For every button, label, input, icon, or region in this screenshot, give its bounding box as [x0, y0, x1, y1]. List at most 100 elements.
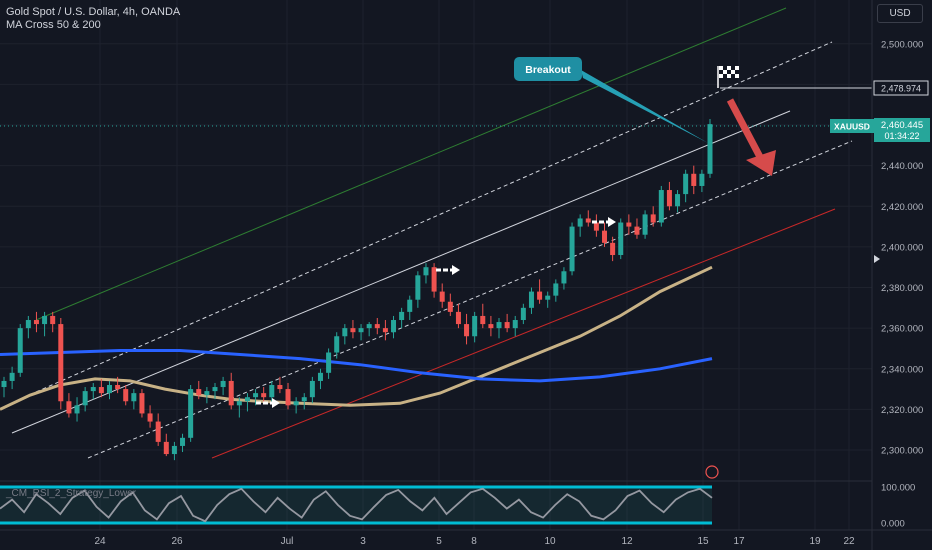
time-tick-label: 17 [733, 536, 745, 547]
candle [342, 328, 348, 337]
flag-cell [723, 66, 727, 70]
candle [512, 320, 518, 329]
candle [431, 267, 437, 292]
time-tick-label: 24 [94, 536, 106, 547]
candle [374, 324, 380, 329]
candle [17, 328, 23, 373]
candle [269, 385, 275, 398]
price-tick-label: 2,380.000 [881, 283, 923, 294]
candle [261, 393, 267, 398]
price-tick-label: 2,360.000 [881, 324, 923, 335]
flag-cell [735, 74, 739, 78]
candle [488, 324, 494, 329]
candle [415, 275, 421, 300]
candle [90, 387, 96, 392]
candle [382, 328, 388, 333]
time-tick-label: 3 [360, 536, 366, 547]
candle [1, 380, 7, 388]
candle [658, 190, 664, 223]
candle [309, 380, 315, 398]
candle [707, 124, 713, 174]
candle [537, 291, 543, 300]
grid [0, 0, 872, 530]
moving-averages [0, 265, 713, 411]
candle [74, 405, 80, 414]
candle [569, 226, 575, 272]
candle [610, 242, 616, 256]
candle [472, 315, 478, 337]
candle [439, 291, 445, 302]
time-tick-label: 22 [843, 536, 855, 547]
candle [115, 385, 121, 390]
price-tick-label: 2,320.000 [881, 405, 923, 416]
candle [82, 391, 88, 406]
price-tick-label: 2,400.000 [881, 242, 923, 253]
candle [220, 380, 226, 388]
scroll-right-icon [874, 255, 880, 263]
rsi-panel [0, 485, 713, 525]
channel-top-dashed [35, 41, 833, 393]
candle [602, 230, 608, 243]
rsi-title: _CM_RSI_2_Strategy_Lower [6, 488, 137, 499]
target-price-text: 2,478.974 [881, 84, 921, 94]
countdown-text: 01:34:22 [884, 131, 919, 141]
channel-bottom-dashed [87, 140, 853, 459]
candle [464, 324, 470, 337]
time-tick-label: 12 [621, 536, 633, 547]
price-tick-label: 2,340.000 [881, 364, 923, 375]
flag-cell [731, 70, 735, 74]
candle [277, 385, 283, 390]
candle [391, 320, 397, 333]
upper-channel-line [35, 7, 787, 321]
candle [106, 385, 112, 394]
candle [528, 291, 534, 308]
candle [366, 324, 372, 329]
symbol-title: Gold Spot / U.S. Dollar, 4h, OANDA [6, 6, 181, 18]
price-tick-label: 2,300.000 [881, 446, 923, 457]
target-price-label [873, 80, 929, 96]
candle [683, 173, 689, 195]
time-tick-label: 19 [809, 536, 821, 547]
breakout-callout-pointer [581, 70, 708, 143]
candle [98, 387, 104, 394]
candle [180, 437, 186, 446]
candle [196, 389, 202, 396]
flag-cell [735, 70, 739, 74]
candle [691, 173, 697, 186]
flag-cell [731, 66, 735, 70]
down-arrow-head [746, 150, 776, 176]
currency-button[interactable]: USD [877, 4, 923, 23]
alert-icon [705, 465, 719, 479]
candle [155, 421, 161, 442]
current-price-text: 2,460.445 [881, 120, 923, 131]
chart-legend: Gold Spot / U.S. Dollar, 4h, OANDA MA Cr… [6, 6, 180, 32]
candle [561, 271, 567, 284]
flag-cell [727, 74, 731, 78]
candle [577, 218, 583, 227]
candle [650, 214, 656, 223]
candle [699, 173, 705, 186]
flag-cell [719, 70, 723, 74]
flag-cell [727, 70, 731, 74]
time-tick-label: Jul [281, 536, 294, 547]
candle [496, 322, 502, 329]
support-line [211, 208, 836, 459]
rsi-tick-label: 100.000 [881, 483, 915, 494]
candle [139, 393, 145, 414]
candle [675, 194, 681, 207]
price-tick-label: 2,420.000 [881, 202, 923, 213]
candle [634, 226, 640, 235]
down-arrow-shaft [726, 98, 764, 159]
candle [593, 222, 599, 231]
candle [642, 214, 648, 235]
candles [1, 118, 713, 461]
current-price-label [874, 118, 930, 142]
candle [50, 315, 56, 325]
signal-arrow-head [608, 217, 616, 227]
candle [147, 413, 153, 422]
candle [163, 441, 169, 455]
moving-average-line [0, 265, 713, 411]
candle [9, 372, 15, 381]
